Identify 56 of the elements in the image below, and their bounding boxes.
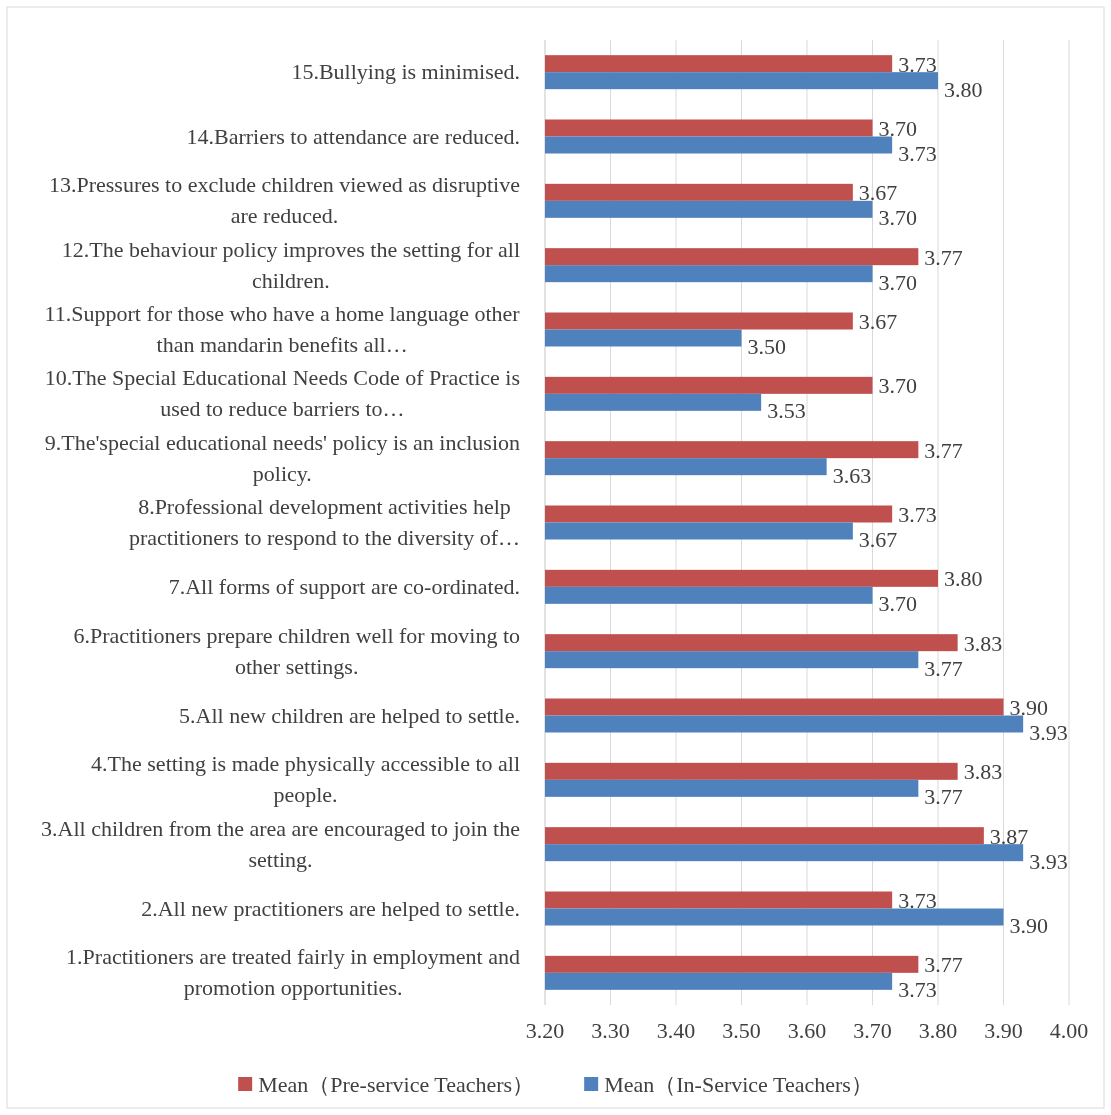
y-tick-label: 13.Pressures to exclude children viewed as disruptive are reduced. (48, 172, 520, 229)
y-tick-label: 7.All forms of support are co-ordinated. (168, 573, 520, 599)
y-tick-label: 6.Practitioners prepare children well for moving to other settings. (73, 622, 520, 679)
y-tick-label: 3.All children from the area are encouraged to join the setting. (41, 815, 520, 872)
data-label: 3.67 (858, 309, 898, 334)
data-label: 3.80 (944, 566, 983, 592)
data-label: 3.83 (963, 759, 1003, 785)
data-label: 3.77 (924, 952, 963, 978)
x-tick-label: 3.50 (722, 1018, 761, 1043)
x-tick-label: 3.40 (656, 1018, 696, 1043)
data-label: 3.70 (878, 116, 917, 141)
data-label: 3.70 (878, 205, 917, 231)
legend-label: Mean（In-Service Teachers） (604, 1072, 873, 1097)
data-label: 3.73 (898, 502, 937, 527)
data-label: 3.53 (767, 398, 806, 424)
y-tick-label: 9.The'special educational needs' policy is an inclusion policy. (44, 429, 520, 486)
data-label: 3.77 (924, 244, 963, 270)
data-label: 3.83 (963, 630, 1003, 656)
x-tick-label: 3.90 (984, 1018, 1023, 1043)
data-label: 3.73 (898, 888, 937, 913)
y-tick-label: 14.Barriers to attendance are reduced. (186, 123, 520, 149)
y-tick-label: 8.Professional development activities help practitioners to respond to the diversity of… (128, 494, 520, 550)
y-tick-label: 11.Support for those who have a home language other than mandarin benefits all… (44, 301, 521, 357)
x-tick-label: 3.30 (591, 1018, 630, 1043)
y-tick-label: 1.Practitioners are treated fairly in employment and promotion opportunities. (66, 944, 520, 1001)
data-label: 3.73 (898, 977, 937, 1003)
x-tick-label: 3.80 (918, 1018, 958, 1043)
data-label: 3.93 (1029, 848, 1068, 874)
y-tick-label: 10.The Special Educational Needs Code of Practice is used to reduce barriers to… (44, 365, 520, 422)
x-tick-label: 3.60 (787, 1018, 827, 1043)
data-label: 3.67 (858, 180, 898, 206)
data-label: 3.93 (1029, 720, 1068, 745)
y-tick-label: 15.Bullying is minimised. (291, 59, 520, 85)
y-tick-label: 2.All new practitioners are helped to settle. (141, 895, 520, 921)
data-label: 3.70 (878, 373, 917, 399)
data-label: 3.70 (878, 269, 917, 295)
data-label: 3.50 (747, 334, 786, 359)
data-label: 3.73 (898, 141, 937, 166)
y-tick-label: 5.All new children are helped to settle. (179, 702, 520, 728)
data-label: 3.80 (944, 76, 983, 102)
x-tick-label: 3.20 (525, 1018, 565, 1043)
data-label: 3.67 (858, 527, 898, 552)
data-label: 3.77 (924, 437, 963, 463)
data-label: 3.90 (1009, 695, 1048, 720)
x-tick-label: 3.70 (853, 1018, 892, 1043)
data-label: 3.70 (878, 591, 917, 617)
x-tick-label: 4.00 (1049, 1018, 1089, 1043)
y-tick-label: 4.The setting is made physically accessible to all people. (91, 751, 520, 808)
data-label: 3.90 (1009, 913, 1048, 938)
data-label: 3.77 (924, 655, 963, 681)
data-label: 3.63 (832, 462, 872, 488)
data-label: 3.87 (989, 823, 1029, 849)
data-label: 3.73 (898, 51, 937, 77)
y-tick-label: 12.The behaviour policy improves the setting for all children. (61, 236, 520, 293)
legend-label: Mean（Pre-service Teachers） (258, 1072, 535, 1097)
data-label: 3.77 (924, 784, 963, 810)
